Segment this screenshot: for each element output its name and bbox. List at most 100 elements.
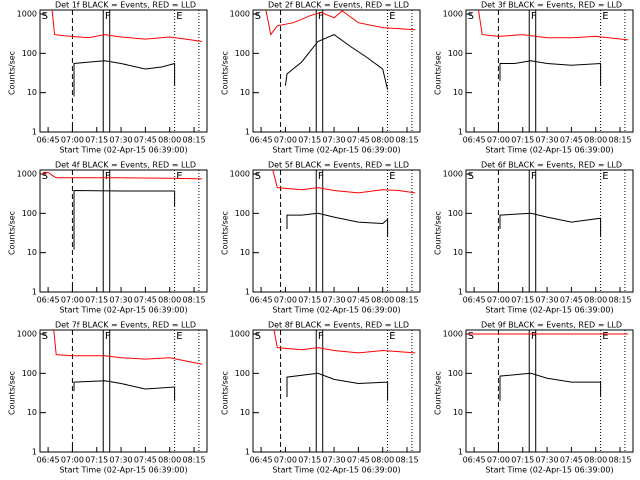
y-tick-label: 100 xyxy=(235,209,250,218)
series-line xyxy=(499,212,602,237)
x-tick-label: 07:45 xyxy=(347,296,370,305)
x-tick-label: 07:15 xyxy=(298,296,321,305)
event-letter: S xyxy=(468,331,474,342)
event-letter: S xyxy=(42,331,48,342)
y-tick-label: 10 xyxy=(240,88,250,97)
event-letter: E xyxy=(602,11,608,22)
event-letter: F xyxy=(318,11,324,22)
x-tick-label: 08:15 xyxy=(182,296,205,305)
x-tick-label: 07:15 xyxy=(85,296,108,305)
series-line xyxy=(273,330,416,354)
x-tick-label: 06:45 xyxy=(250,296,273,305)
plot-frame xyxy=(465,9,634,133)
y-tick-label: 100 xyxy=(22,49,37,58)
x-tick-label: 08:00 xyxy=(158,456,181,465)
x-tick-label: 08:00 xyxy=(584,456,607,465)
y-tick-label: 1 xyxy=(245,448,250,457)
y-tick-label: 100 xyxy=(235,369,250,378)
series-line xyxy=(286,212,389,237)
y-tick-label: 100 xyxy=(448,49,463,58)
chart-title: Det 4f BLACK = Events, RED = LLD xyxy=(55,161,196,170)
x-tick-label: 07:00 xyxy=(61,136,84,145)
event-letter: F xyxy=(531,11,537,22)
x-tick-label: 08:00 xyxy=(371,296,394,305)
x-tick-label: 08:15 xyxy=(608,456,631,465)
x-tick-label: 08:00 xyxy=(158,136,181,145)
y-tick-label: 1000 xyxy=(17,10,37,19)
chart-title: Det 1f BLACK = Events, RED = LLD xyxy=(55,1,196,10)
event-letter: E xyxy=(176,171,182,182)
y-tick-label: 1000 xyxy=(443,170,463,179)
y-tick-label: 1000 xyxy=(443,10,463,19)
x-tick-label: 07:15 xyxy=(511,296,534,305)
x-tick-label: 07:30 xyxy=(536,136,559,145)
event-letter: S xyxy=(42,171,48,182)
plot-frame xyxy=(252,9,421,133)
x-axis-label: Start Time (02-Apr-15 06:39:00) xyxy=(272,466,400,475)
x-tick-label: 07:30 xyxy=(536,296,559,305)
x-tick-label: 07:00 xyxy=(274,456,297,465)
y-tick-label: 1 xyxy=(458,288,463,297)
x-tick-label: 07:30 xyxy=(323,296,346,305)
series-line xyxy=(499,372,602,401)
y-tick-label: 10 xyxy=(27,248,37,257)
y-tick-label: 1000 xyxy=(230,10,250,19)
x-tick-label: 07:45 xyxy=(560,456,583,465)
x-tick-label: 07:00 xyxy=(61,456,84,465)
x-axis-label: Start Time (02-Apr-15 06:39:00) xyxy=(485,306,613,315)
event-letter: S xyxy=(468,11,474,22)
event-letter: F xyxy=(531,171,537,182)
y-axis-label: Counts/sec xyxy=(434,211,443,255)
series-line xyxy=(272,170,416,194)
x-tick-label: 08:00 xyxy=(158,296,181,305)
series-line xyxy=(265,10,416,36)
x-tick-label: 08:15 xyxy=(182,456,205,465)
x-tick-label: 07:15 xyxy=(511,136,534,145)
event-letter: S xyxy=(255,331,261,342)
x-tick-label: 07:15 xyxy=(85,456,108,465)
y-tick-label: 100 xyxy=(22,209,37,218)
event-letter: S xyxy=(255,171,261,182)
plot-frame xyxy=(465,169,634,293)
chart-title: Det 5f BLACK = Events, RED = LLD xyxy=(268,161,409,170)
chart-title: Det 7f BLACK = Events, RED = LLD xyxy=(55,321,196,330)
x-tick-label: 07:45 xyxy=(560,296,583,305)
panel: Det 1f BLACK = Events, RED = LLD Start Ti… xyxy=(8,1,208,155)
series-line xyxy=(286,372,389,401)
panel: Det 7f BLACK = Events, RED = LLD Start Ti… xyxy=(8,321,208,475)
chart-title: Det 3f BLACK = Events, RED = LLD xyxy=(481,1,622,10)
y-tick-label: 10 xyxy=(453,408,463,417)
x-tick-label: 07:15 xyxy=(298,456,321,465)
x-axis-label: Start Time (02-Apr-15 06:39:00) xyxy=(59,146,187,155)
series-line xyxy=(73,189,176,250)
x-tick-label: 07:45 xyxy=(560,136,583,145)
event-letter: F xyxy=(318,171,324,182)
event-letter: F xyxy=(105,331,111,342)
event-letter: E xyxy=(389,11,395,22)
x-tick-label: 06:45 xyxy=(37,136,60,145)
series-line xyxy=(53,330,203,365)
x-tick-label: 07:45 xyxy=(134,456,157,465)
series-line xyxy=(51,10,203,42)
x-tick-label: 08:00 xyxy=(584,136,607,145)
chart-title: Det 6f BLACK = Events, RED = LLD xyxy=(481,161,622,170)
y-axis-label: Counts/sec xyxy=(434,371,443,415)
y-axis-label: Counts/sec xyxy=(8,371,17,415)
panel: Det 8f BLACK = Events, RED = LLD Start Ti… xyxy=(221,321,421,475)
series-line xyxy=(499,60,602,86)
x-tick-label: 08:15 xyxy=(182,136,205,145)
x-tick-label: 08:00 xyxy=(584,296,607,305)
y-tick-label: 1 xyxy=(32,448,37,457)
panel: Det 5f BLACK = Events, RED = LLD Start Ti… xyxy=(221,161,421,315)
x-tick-label: 06:45 xyxy=(37,456,60,465)
panel: Det 4f BLACK = Events, RED = LLD Start Ti… xyxy=(8,161,208,315)
x-tick-label: 07:15 xyxy=(85,136,108,145)
y-tick-label: 100 xyxy=(448,369,463,378)
y-tick-label: 100 xyxy=(22,369,37,378)
x-tick-label: 08:15 xyxy=(395,456,418,465)
x-tick-label: 07:30 xyxy=(110,456,133,465)
x-tick-label: 07:00 xyxy=(487,296,510,305)
event-letter: S xyxy=(468,171,474,182)
y-tick-label: 1000 xyxy=(17,170,37,179)
x-tick-label: 06:45 xyxy=(37,296,60,305)
